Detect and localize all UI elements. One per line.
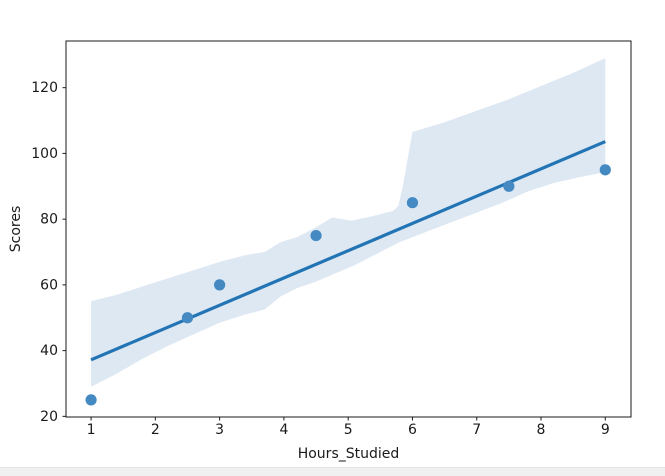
y-tick-label: 80 (40, 212, 58, 228)
x-tick-label: 3 (215, 422, 224, 438)
x-tick-label: 2 (151, 422, 160, 438)
x-tick-label: 8 (537, 422, 546, 438)
y-tick-label: 120 (31, 80, 58, 96)
data-point (214, 279, 226, 291)
data-point (181, 312, 194, 324)
x-tick-label: 9 (601, 422, 610, 438)
data-point (406, 197, 419, 209)
confidence-band (91, 58, 606, 387)
y-axis-label: Scores (8, 206, 24, 253)
x-tick-label: 7 (472, 422, 481, 438)
y-tick-label: 20 (40, 409, 58, 425)
x-axis-label: Hours_Studied (298, 446, 400, 462)
y-tick-label: 100 (31, 146, 58, 162)
data-point (310, 229, 322, 242)
window-bottom-strip (0, 467, 665, 476)
data-point (599, 164, 611, 176)
y-tick-label: 60 (40, 277, 58, 293)
x-tick-label: 5 (344, 422, 353, 438)
x-tick-label: 4 (279, 422, 288, 438)
y-tick-label: 40 (40, 343, 58, 359)
data-point (85, 394, 97, 406)
x-tick-label: 6 (408, 422, 417, 438)
data-point (503, 180, 515, 192)
x-tick-label: 1 (87, 422, 96, 438)
regression-line (90, 140, 606, 362)
